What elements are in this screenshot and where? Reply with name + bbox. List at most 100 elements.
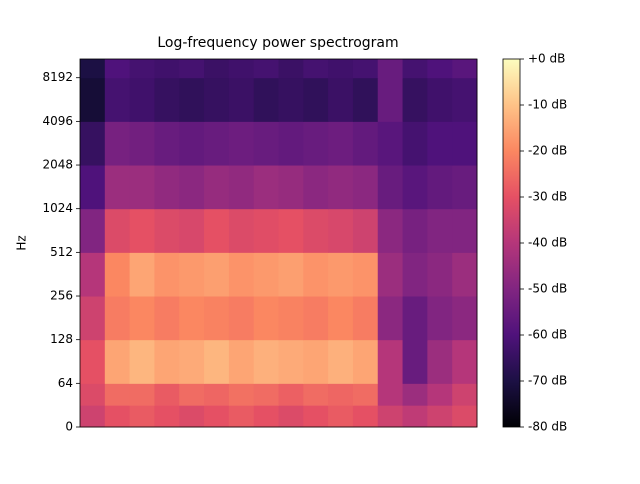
spectrogram-cell: [278, 165, 304, 210]
spectrogram-cell: [228, 165, 255, 210]
spectrogram-cell: [452, 405, 478, 428]
colorbar-tick-label: -60 dB: [528, 328, 567, 342]
spectrogram-cell: [104, 383, 131, 406]
y-tick-label: 8192: [42, 70, 73, 84]
spectrogram-cell: [427, 296, 453, 341]
spectrogram-cell: [104, 121, 131, 166]
spectrogram-cell: [452, 77, 478, 122]
spectrogram-cell: [104, 77, 131, 122]
spectrogram-cell: [80, 405, 106, 428]
spectrogram-cell: [104, 59, 131, 79]
spectrogram-cell: [154, 296, 180, 341]
y-axis-label: Hz: [15, 235, 29, 250]
spectrogram-cell: [253, 59, 279, 79]
spectrogram-cell: [129, 59, 155, 79]
spectrogram-cell: [80, 339, 106, 384]
spectrogram-cell: [303, 165, 329, 210]
spectrogram-cell: [402, 121, 428, 166]
spectrogram-cell: [452, 165, 478, 210]
spectrogram-cell: [352, 208, 379, 253]
spectrogram-cell: [352, 59, 379, 79]
spectrogram-cell: [253, 296, 279, 341]
spectrogram-cell: [328, 121, 354, 166]
spectrogram-cell: [228, 208, 255, 253]
spectrogram-cell: [179, 77, 205, 122]
spectrogram-cell: [377, 383, 404, 406]
chart-title: Log-frequency power spectrogram: [157, 35, 398, 51]
spectrogram-cell: [352, 252, 379, 297]
spectrogram-cell: [352, 296, 379, 341]
spectrogram-cell: [179, 59, 205, 79]
spectrogram-cell: [253, 383, 279, 406]
spectrogram-cell: [228, 252, 255, 297]
spectrogram-cell: [328, 208, 354, 253]
spectrogram-cell: [377, 252, 404, 297]
spectrogram-cell: [427, 77, 453, 122]
spectrogram-cell: [179, 405, 205, 428]
spectrogram-cell: [228, 339, 255, 384]
spectrogram-cell: [352, 121, 379, 166]
spectrogram-cell: [377, 339, 404, 384]
spectrogram-cell: [328, 405, 354, 428]
spectrogram-cell: [303, 208, 329, 253]
spectrogram-cell: [129, 165, 155, 210]
spectrogram-cell: [179, 339, 205, 384]
spectrogram-cell: [104, 405, 131, 428]
spectrogram-cell: [253, 252, 279, 297]
spectrogram-cell: [204, 208, 230, 253]
spectrogram-cell: [80, 252, 106, 297]
spectrogram-cell: [377, 121, 404, 166]
y-tick-label: 64: [58, 376, 73, 390]
spectrogram-cell: [204, 252, 230, 297]
y-tick-label: 128: [50, 332, 73, 346]
spectrogram-cell: [204, 121, 230, 166]
spectrogram-cell: [427, 252, 453, 297]
spectrogram-cell: [278, 383, 304, 406]
spectrogram-cell: [278, 59, 304, 79]
spectrogram-cell: [427, 405, 453, 428]
spectrogram-cell: [129, 121, 155, 166]
spectrogram-cell: [427, 121, 453, 166]
spectrogram-cell: [402, 383, 428, 406]
spectrogram-cell: [427, 208, 453, 253]
colorbar-tick-label: -50 dB: [528, 282, 567, 296]
spectrogram-cell: [278, 208, 304, 253]
spectrogram-cell: [352, 405, 379, 428]
spectrogram-cell: [303, 121, 329, 166]
spectrogram-cell: [154, 165, 180, 210]
spectrogram-cell: [129, 252, 155, 297]
spectrogram-cell: [204, 383, 230, 406]
spectrogram-cell: [402, 165, 428, 210]
spectrogram-cell: [129, 208, 155, 253]
colorbar: [502, 58, 521, 428]
plot-frame: [79, 58, 478, 428]
spectrogram-cell: [179, 252, 205, 297]
spectrogram-cell: [303, 296, 329, 341]
spectrogram-cell: [253, 405, 279, 428]
spectrogram-cell: [204, 405, 230, 428]
spectrogram-cell: [452, 121, 478, 166]
spectrogram-cell: [129, 383, 155, 406]
y-tick-label: 0: [65, 420, 73, 434]
spectrogram-cell: [328, 77, 354, 122]
spectrogram-cell: [278, 405, 304, 428]
spectrogram-cell: [377, 77, 404, 122]
spectrogram-cell: [328, 165, 354, 210]
spectrogram-cell: [352, 165, 379, 210]
spectrogram-cell: [253, 165, 279, 210]
spectrogram-cell: [352, 77, 379, 122]
spectrogram-cell: [154, 59, 180, 79]
spectrogram-cell: [204, 165, 230, 210]
spectrogram-cell: [154, 383, 180, 406]
spectrogram-cell: [402, 77, 428, 122]
spectrogram-cell: [278, 121, 304, 166]
spectrogram-cell: [303, 77, 329, 122]
spectrogram-cell: [104, 208, 131, 253]
spectrogram-cell: [402, 252, 428, 297]
spectrogram-cell: [80, 59, 106, 79]
spectrogram-cell: [303, 405, 329, 428]
spectrogram-cell: [328, 339, 354, 384]
spectrogram-cell: [352, 383, 379, 406]
spectrogram-cell: [278, 339, 304, 384]
spectrogram-cell: [129, 339, 155, 384]
